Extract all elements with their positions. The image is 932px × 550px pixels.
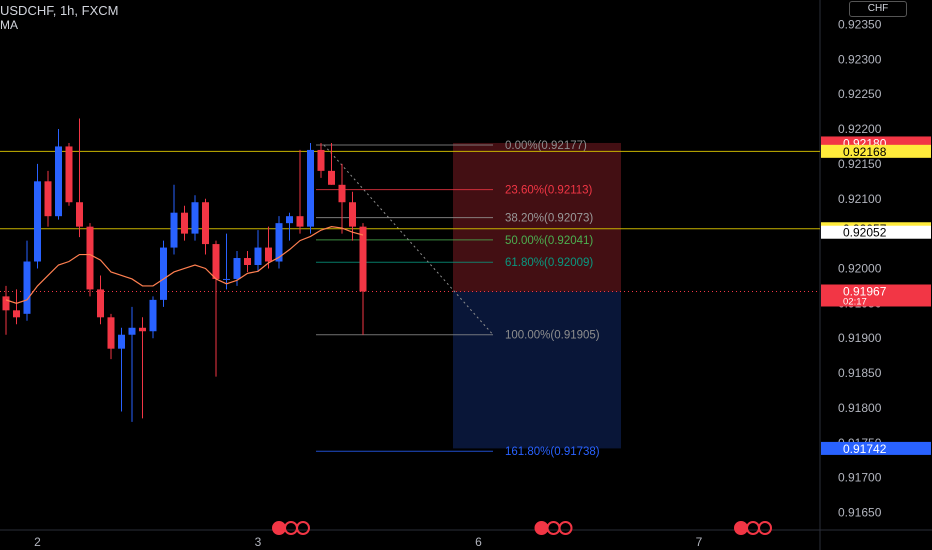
candle-body: [233, 258, 241, 279]
event-marker-icon[interactable]: [734, 521, 772, 535]
candle-body: [107, 317, 115, 349]
candle-body: [328, 170, 335, 185]
indicator-label[interactable]: MA: [0, 18, 18, 32]
candle-body: [254, 247, 262, 265]
candle-body: [76, 202, 83, 227]
event-marker-dot: [284, 521, 298, 535]
event-marker-dot: [734, 521, 748, 535]
position-target-zone: [453, 291, 621, 449]
candle-body: [55, 146, 62, 217]
candle-body: [181, 212, 188, 234]
event-marker-icon[interactable]: [534, 521, 573, 535]
y-tick-label: 0.91850: [838, 366, 882, 380]
moving-average-line: [5, 226, 364, 304]
candle-body: [212, 244, 220, 279]
candle-body: [86, 226, 94, 290]
countdown-label: 02:17: [843, 297, 867, 308]
event-marker-dot: [558, 521, 573, 535]
candle-body: [97, 289, 104, 318]
currency-button[interactable]: CHF: [849, 1, 907, 17]
candle-body: [191, 202, 199, 234]
candle-body: [317, 149, 325, 171]
price-tag-label: 0.91742: [843, 442, 887, 456]
y-tick-label: 0.92350: [838, 17, 882, 31]
candle-body: [44, 181, 52, 217]
candle-body: [244, 258, 251, 265]
event-marker-dot: [746, 521, 760, 535]
candle-body: [202, 202, 209, 245]
candle-body: [139, 327, 146, 332]
event-marker-dot: [546, 521, 561, 535]
candle-body: [118, 334, 125, 349]
candle-body: [128, 327, 136, 335]
fib-level-label: 0.00%(0.92177): [505, 140, 587, 152]
y-tick-label: 0.91900: [838, 331, 882, 345]
candle-body: [349, 202, 356, 227]
fib-level-label: 50.00%(0.92041): [505, 235, 593, 247]
y-tick-label: 0.92000: [838, 261, 882, 275]
fib-level-label: 61.80%(0.92009): [505, 257, 593, 269]
event-marker-icon[interactable]: [272, 521, 310, 535]
event-marker-dot: [758, 521, 772, 535]
price-tag: [821, 225, 931, 239]
candle-body: [338, 184, 346, 203]
candle-body: [275, 223, 283, 262]
candle-body: [296, 216, 304, 227]
event-marker-dot: [534, 521, 549, 535]
candle-body: [170, 212, 178, 248]
event-marker-dot: [296, 521, 310, 535]
fib-level-label: 38.20%(0.92073): [505, 213, 593, 225]
candle-body: [265, 247, 272, 262]
candle-body: [223, 278, 230, 280]
x-tick-label: 2: [34, 535, 41, 549]
fib-level-label: 23.60%(0.92113): [505, 185, 593, 197]
candle-body: [359, 226, 367, 292]
current-price-label: 0.91967: [843, 285, 887, 299]
event-marker-dot: [272, 521, 286, 535]
y-tick-label: 0.92100: [838, 192, 882, 206]
y-tick-label: 0.92250: [838, 87, 882, 101]
y-tick-label: 0.92200: [838, 122, 882, 136]
candle-body: [149, 299, 157, 332]
candle-body: [286, 216, 293, 224]
y-tick-label: 0.91650: [838, 506, 882, 520]
fib-trend-line: [323, 144, 494, 336]
symbol-title[interactable]: USDCHF, 1h, FXCM: [0, 3, 119, 18]
y-tick-label: 0.91800: [838, 401, 882, 415]
candle-body: [34, 181, 41, 262]
y-tick-label: 0.92300: [838, 52, 882, 66]
y-tick-label: 0.91700: [838, 471, 882, 485]
price-tag-label: 0.92168: [843, 145, 887, 159]
candle-body: [307, 149, 314, 227]
candle-body: [2, 296, 10, 311]
x-tick-label: 6: [475, 535, 482, 549]
candle-body: [160, 247, 167, 300]
candle-body: [65, 146, 73, 203]
price-tag: [821, 441, 931, 455]
fib-level-label: 161.80%(0.91738): [505, 446, 600, 458]
x-tick-label: 3: [255, 535, 262, 549]
x-tick-label: 7: [696, 535, 703, 549]
price-tag-label: 0.92052: [843, 226, 887, 240]
candle-body: [13, 310, 20, 318]
y-tick-label: 0.92150: [838, 157, 882, 171]
current-price-tag: [821, 284, 931, 307]
price-tag: [821, 144, 931, 158]
fib-level-label: 100.00%(0.91905): [505, 330, 600, 342]
candle-body: [23, 261, 31, 314]
